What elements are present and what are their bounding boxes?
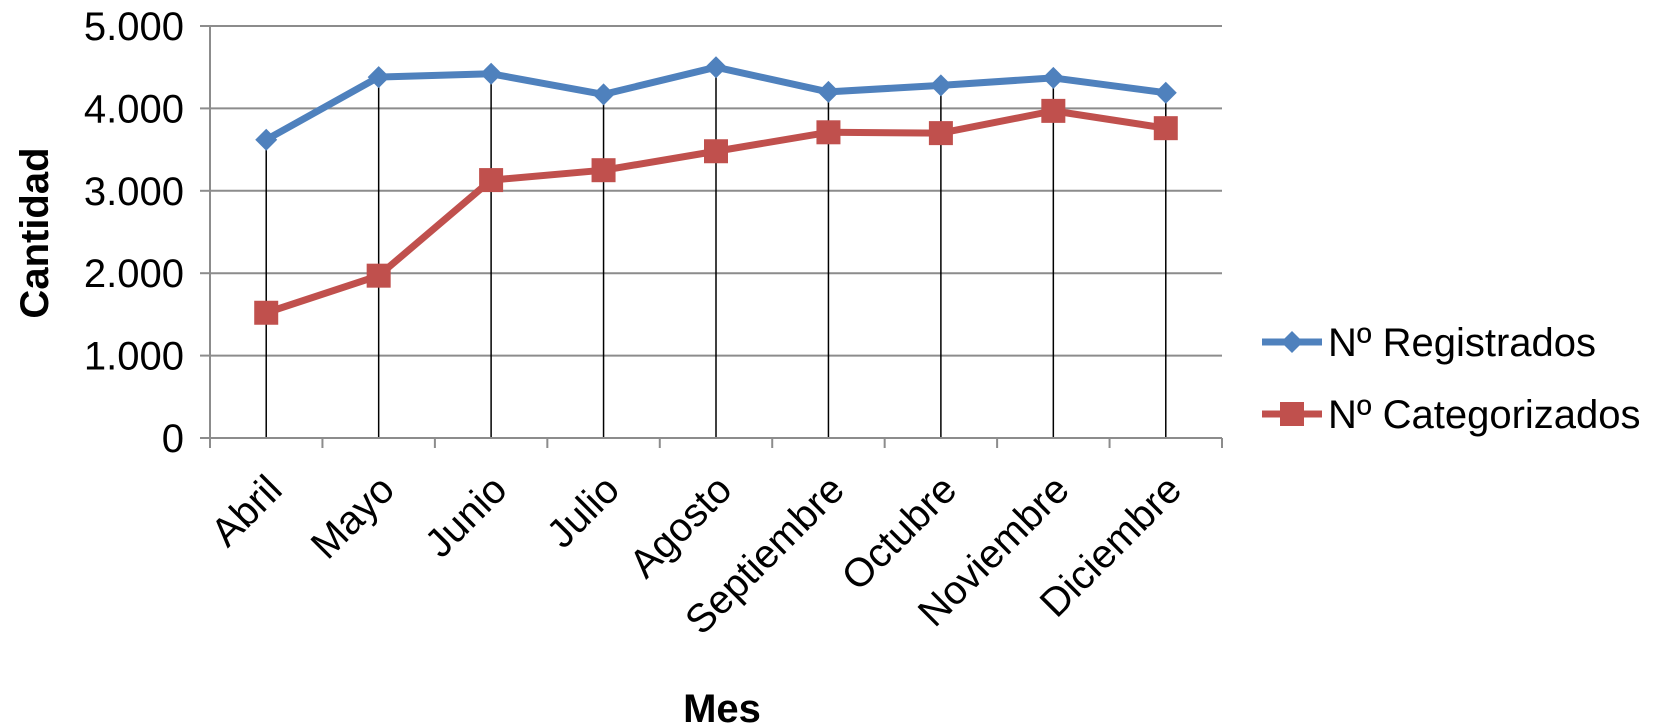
axes — [200, 25, 1223, 448]
legend-label: Nº Registrados — [1328, 321, 1596, 365]
diamond-marker — [929, 74, 952, 97]
diamond-marker — [705, 56, 727, 79]
y-tick-label: 2.000 — [84, 252, 184, 296]
y-tick-label: 0 — [162, 417, 184, 461]
square-marker — [366, 263, 391, 288]
diamond-marker — [1042, 66, 1065, 89]
diamond-marker — [1154, 81, 1177, 104]
x-tick-labels: Abril Mayo Junio JulioAgostoSeptiembreOctub… — [203, 467, 1190, 643]
square-marker — [704, 139, 728, 164]
square-marker — [1280, 402, 1304, 426]
legend-item: Nº Registrados — [1262, 321, 1596, 365]
legend: Nº Registrados Nº Categorizados — [1262, 321, 1641, 437]
square-marker — [816, 120, 841, 145]
diamond-marker — [592, 83, 615, 106]
square-marker — [1041, 98, 1066, 123]
y-tick-label: 3.000 — [84, 170, 184, 214]
legend-item: Nº Categorizados — [1262, 393, 1641, 437]
x-tick-label: Abril — [203, 467, 291, 555]
square-marker — [591, 158, 616, 183]
diamond-marker — [1281, 331, 1303, 353]
legend-label: Nº Categorizados — [1328, 393, 1641, 437]
series-categorizados — [254, 98, 1178, 325]
x-tick-label: Julio — [539, 467, 628, 556]
square-marker — [1153, 116, 1178, 141]
square-marker — [254, 300, 279, 325]
x-tick-label: Junio — [417, 467, 516, 566]
x-axis-title: Mes — [683, 687, 761, 728]
series-registrados — [255, 56, 1177, 151]
diamond-marker — [480, 62, 503, 85]
square-marker — [928, 121, 953, 146]
y-tick-label: 5.000 — [84, 5, 184, 49]
diamond-marker — [255, 128, 278, 151]
series — [254, 56, 1178, 325]
x-tick-label: Mayo — [303, 467, 403, 567]
diamond-marker — [367, 66, 390, 89]
y-tick-labels: 0 1.000 2.000 3.000 4.000 5.000 — [84, 5, 184, 461]
y-tick-label: 4.000 — [84, 87, 184, 131]
y-tick-label: 1.000 — [84, 335, 184, 379]
square-marker — [479, 168, 504, 193]
diamond-marker — [817, 80, 840, 103]
y-axis-title: Cantidad — [13, 147, 57, 318]
